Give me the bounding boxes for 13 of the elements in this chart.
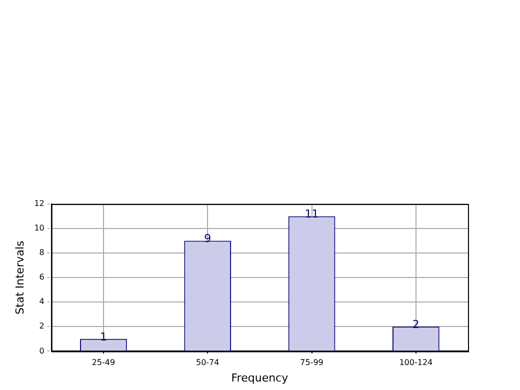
x-tick-label: 50-74 [196, 358, 220, 368]
x-tick-label: 25-49 [92, 358, 116, 368]
y-tick-label: 12 [34, 199, 44, 208]
y-tick-label: 0 [39, 346, 44, 356]
x-tick-label: 75-99 [300, 358, 324, 368]
y-tick-label: 8 [39, 248, 44, 258]
y-tick-label: 6 [39, 272, 44, 282]
y-tick-label: 4 [39, 297, 44, 306]
x-axis-title: Frequency [231, 371, 289, 384]
y-tick-label: 2 [39, 322, 44, 331]
y-axis-title: Stat Intervals [13, 240, 26, 314]
x-tick-label: 100-124 [399, 358, 433, 368]
y-tick-label: 10 [34, 224, 44, 233]
